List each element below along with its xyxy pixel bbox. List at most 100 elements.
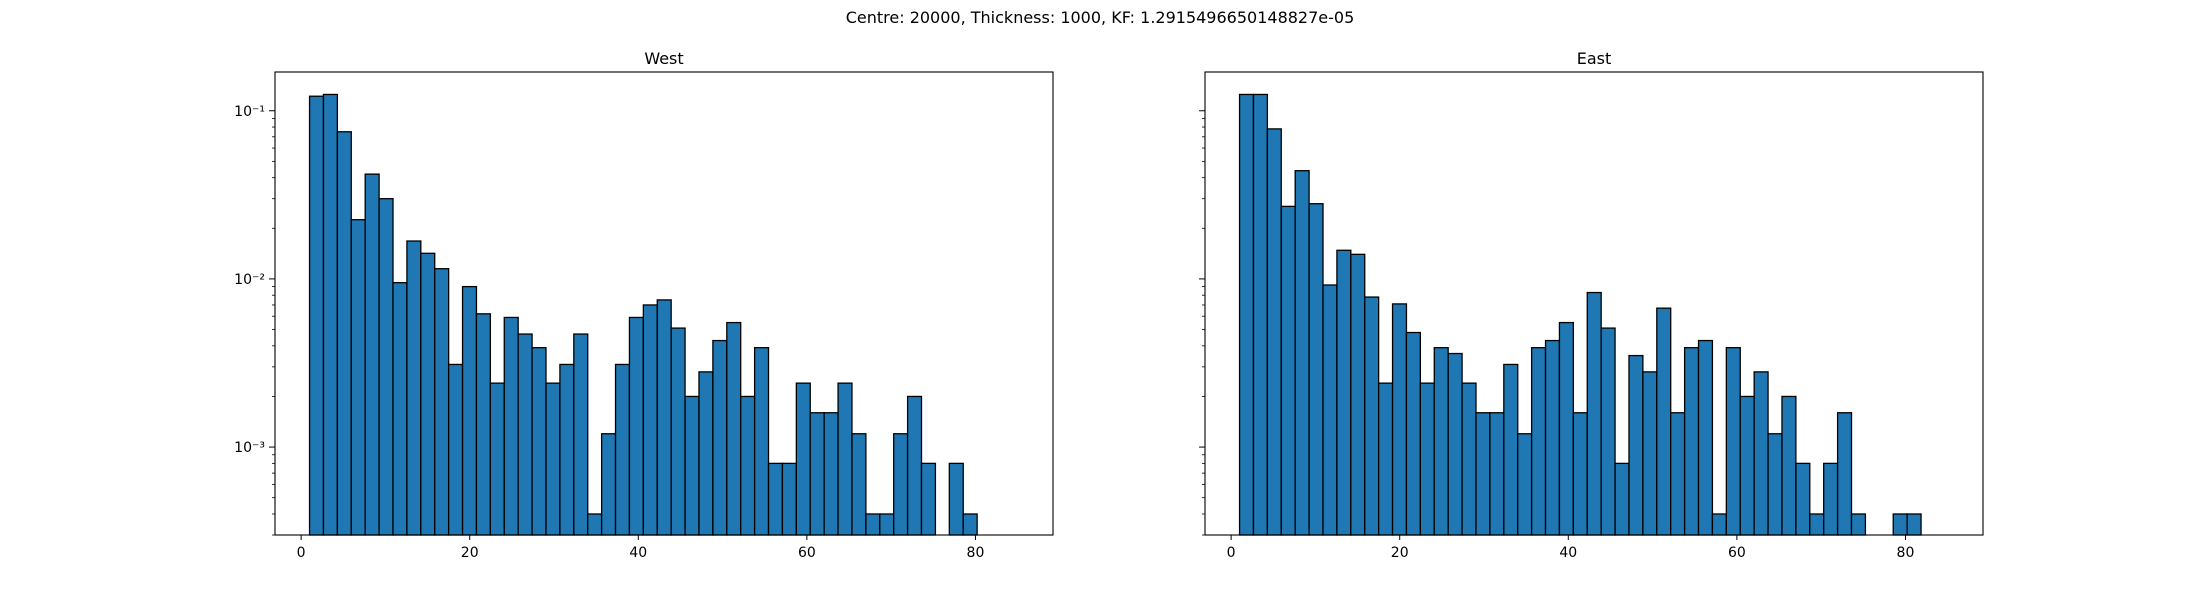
- west-histogram-bar: [489, 382, 505, 536]
- east-histogram-bar: [1377, 382, 1394, 536]
- west-histogram-bar: [503, 316, 519, 536]
- east-histogram-bar: [1238, 93, 1255, 536]
- west-histogram-bar: [406, 240, 422, 536]
- west-histogram-bar: [823, 412, 839, 536]
- east-histogram-bar: [1461, 382, 1477, 536]
- east-histogram-bar: [1795, 462, 1811, 536]
- west-y-tick-label: 10⁻²: [234, 272, 265, 288]
- west-x-tick-label: 0: [297, 545, 306, 561]
- east-histogram-bar: [1753, 371, 1769, 536]
- west-x-tick-label: 20: [461, 545, 479, 561]
- west-chart-title: West: [644, 49, 683, 68]
- west-histogram-bar: [712, 339, 728, 536]
- west-x-tick-label: 60: [798, 545, 816, 561]
- west-histogram-bar: [670, 327, 686, 536]
- east-histogram-bar: [1683, 347, 1700, 536]
- east-histogram-bar: [1433, 347, 1449, 536]
- west-histogram-bar: [517, 333, 533, 536]
- west-x-tick-label: 40: [629, 545, 647, 561]
- west-histogram-bar: [628, 316, 645, 536]
- west-histogram-bar: [851, 433, 867, 536]
- east-histogram-bar: [1836, 412, 1853, 536]
- east-histogram-bar: [1252, 93, 1269, 536]
- west-histogram-bar: [600, 433, 617, 536]
- east-histogram-bar: [1336, 249, 1352, 536]
- west-histogram-bar: [726, 321, 742, 536]
- east-histogram-bar: [1322, 284, 1338, 536]
- west-histogram-bar: [906, 395, 923, 536]
- west-histogram-bar: [614, 363, 631, 536]
- west-histogram-bar: [656, 299, 672, 536]
- east-histogram-bar: [1809, 513, 1825, 536]
- east-chart-title: East: [1577, 49, 1612, 68]
- west-histogram-bar: [795, 382, 811, 536]
- west-histogram-bar: [475, 313, 492, 536]
- east-histogram-bar: [1850, 513, 1867, 536]
- east-histogram-bar: [1642, 371, 1658, 536]
- west-histogram-bar: [893, 433, 909, 536]
- west-histogram-bar: [573, 333, 589, 536]
- east-histogram-bar: [1350, 253, 1366, 536]
- east-x-tick-label: 60: [1728, 545, 1746, 561]
- west-histogram-bar: [420, 252, 436, 536]
- east-x-tick-label: 0: [1227, 545, 1236, 561]
- east-histogram-bar: [1823, 462, 1839, 536]
- east-histogram-bar: [1767, 433, 1783, 536]
- west-histogram-bar: [684, 395, 700, 536]
- figure-suptitle: Centre: 20000, Thickness: 1000, KF: 1.29…: [845, 8, 1355, 27]
- east-histogram-bar: [1781, 395, 1797, 536]
- west-histogram-bar: [948, 462, 964, 536]
- west-histogram-bar: [837, 382, 853, 536]
- west-histogram-bar: [781, 462, 797, 536]
- east-histogram-bar: [1405, 331, 1422, 536]
- east-histogram-bar: [1266, 128, 1282, 536]
- east-histogram-bar: [1544, 339, 1561, 536]
- east-axes-frame: [1204, 71, 1984, 536]
- east-histogram-bar: [1572, 412, 1588, 536]
- east-histogram-bar: [1586, 291, 1602, 536]
- east-histogram-bar: [1447, 352, 1463, 536]
- west-histogram-bar: [559, 363, 575, 536]
- west-histogram-bar: [642, 304, 658, 536]
- east-histogram-bar: [1906, 513, 1922, 536]
- west-axes-frame: [274, 71, 1054, 536]
- west-histogram-bar: [753, 347, 770, 536]
- east-histogram-bar: [1711, 513, 1727, 536]
- west-x-tick-label: 80: [967, 545, 985, 561]
- east-histogram-bar: [1294, 170, 1310, 536]
- east-histogram-bar: [1364, 296, 1380, 536]
- east-histogram-bar: [1656, 307, 1672, 536]
- east-histogram-bar: [1725, 347, 1741, 536]
- west-histogram-bar: [865, 513, 881, 536]
- west-y-tick-label: 10⁻¹: [234, 104, 265, 120]
- east-histogram-bar: [1628, 354, 1644, 536]
- east-histogram-bar: [1503, 363, 1519, 536]
- west-histogram-bar: [434, 268, 450, 536]
- west-histogram-panel: West 0 20 40 60 80 10⁻³ 10⁻² 10⁻¹: [234, 49, 1054, 561]
- east-histogram-bar: [1530, 347, 1547, 536]
- west-histogram-bar: [545, 382, 561, 536]
- east-x-tick-label: 80: [1897, 545, 1915, 561]
- east-histogram-bar: [1308, 203, 1324, 536]
- east-histogram-bar: [1391, 303, 1408, 536]
- west-y-tick-label: 10⁻³: [234, 440, 265, 456]
- east-histogram-bar: [1614, 462, 1630, 536]
- west-histogram-bar: [378, 198, 394, 536]
- west-histogram-bar: [308, 95, 325, 536]
- east-histogram-bar: [1892, 513, 1908, 536]
- west-histogram-bar: [879, 513, 895, 536]
- east-histogram-panel: East 0 20 40 60 80: [1199, 49, 1984, 561]
- west-histogram-bar: [350, 219, 366, 536]
- west-histogram-bar: [809, 412, 825, 536]
- west-histogram-bar: [587, 513, 603, 536]
- west-histogram-bar: [698, 371, 714, 536]
- east-histogram-bar: [1489, 412, 1505, 536]
- west-histogram-bar: [962, 513, 978, 536]
- west-histogram-bar: [322, 93, 339, 536]
- east-histogram-bar: [1280, 205, 1296, 536]
- west-histogram-bar: [336, 131, 352, 536]
- east-histogram-bar: [1600, 327, 1616, 536]
- west-histogram-bar: [447, 363, 464, 536]
- east-histogram-bar: [1739, 395, 1755, 536]
- west-histogram-bar: [392, 282, 408, 536]
